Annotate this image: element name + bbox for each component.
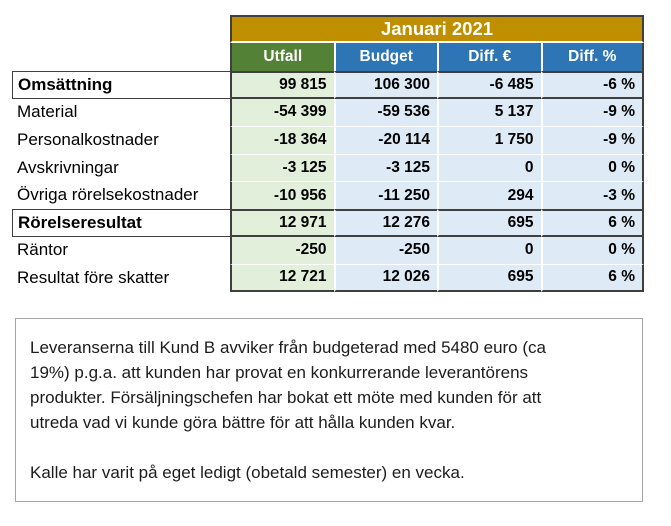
cell-diff-eur: 0: [437, 236, 541, 265]
cell-diff-eur: 5 137: [437, 98, 541, 127]
cell-utfall: -18 364: [230, 126, 334, 154]
row-label: Räntor: [17, 240, 69, 260]
cell-budget: -250: [333, 236, 437, 265]
cell-diff-eur: 294: [437, 181, 541, 209]
comment-box: Leveranserna till Kund B avviker från bu…: [15, 318, 643, 502]
table-row-resultat-fore-skatter: Resultat före skatter 12 721 12 026 695 …: [12, 264, 644, 292]
comment-paragraph-kalle: Kalle har varit på eget ledigt (obetald …: [30, 463, 465, 482]
header-spacer: [12, 43, 230, 71]
cell-diff-eur: 0: [437, 153, 541, 182]
row-label: Rörelseresultat: [12, 208, 230, 237]
column-header-diff-pct: Diff. %: [540, 43, 644, 71]
table-row-personalkostnader: Personalkostnader -18 364 -20 114 1 750 …: [12, 126, 644, 154]
cell-budget: -20 114: [333, 126, 437, 154]
row-label: Avskrivningar: [17, 157, 119, 177]
cell-utfall: -3 125: [230, 153, 334, 182]
cell-utfall: -250: [230, 236, 334, 265]
cell-budget: -11 250: [333, 181, 437, 209]
table-row-material: Material -54 399 -59 536 5 137 -9 %: [12, 98, 644, 127]
cell-utfall: 12 721: [230, 264, 334, 292]
cell-utfall: 99 815: [230, 71, 334, 99]
month-header: Januari 2021: [230, 15, 644, 43]
cell-utfall: -54 399: [230, 98, 334, 127]
cell-diff-pct: 0 %: [540, 236, 644, 265]
table-row-ovriga-rorelsekostnader: Övriga rörelsekostnader -10 956 -11 250 …: [12, 181, 644, 209]
comment-paragraph-deliveries: Leveranserna till Kund B avviker från bu…: [30, 338, 546, 432]
table-row-avskrivningar: Avskrivningar -3 125 -3 125 0 0 %: [12, 153, 644, 182]
table-row-omsattning: Omsättning 99 815 106 300 -6 485 -6 %: [12, 71, 644, 99]
cell-diff-pct: -6 %: [540, 71, 644, 99]
cell-budget: 106 300: [333, 71, 437, 99]
row-label: Material: [17, 102, 78, 122]
row-label: Omsättning: [12, 71, 230, 99]
table-row-rantor: Räntor -250 -250 0 0 %: [12, 236, 644, 265]
cell-diff-pct: -3 %: [540, 181, 644, 209]
cell-diff-eur: 695: [437, 208, 541, 237]
cell-diff-pct: 0 %: [540, 153, 644, 182]
cell-diff-pct: -9 %: [540, 126, 644, 154]
cell-diff-eur: -6 485: [437, 71, 541, 99]
row-label: Övriga rörelsekostnader: [17, 185, 199, 205]
column-header-diff-eur: Diff. €: [437, 43, 541, 71]
cell-diff-eur: 695: [437, 264, 541, 292]
column-header-row: Utfall Budget Diff. € Diff. %: [12, 43, 644, 71]
cell-diff-eur: 1 750: [437, 126, 541, 154]
cell-budget: -3 125: [333, 153, 437, 182]
cell-budget: 12 276: [333, 208, 437, 237]
row-label: Personalkostnader: [17, 129, 159, 149]
cell-utfall: 12 971: [230, 208, 334, 237]
column-header-utfall: Utfall: [230, 43, 334, 71]
cell-diff-pct: -9 %: [540, 98, 644, 127]
column-header-budget: Budget: [333, 43, 437, 71]
cell-diff-pct: 6 %: [540, 264, 644, 292]
month-header-row: Januari 2021: [12, 15, 644, 43]
cell-budget: -59 536: [333, 98, 437, 127]
cell-utfall: -10 956: [230, 181, 334, 209]
cell-diff-pct: 6 %: [540, 208, 644, 237]
table-row-rorelseresultat: Rörelseresultat 12 971 12 276 695 6 %: [12, 208, 644, 237]
financial-variance-table: Januari 2021 Utfall Budget Diff. € Diff.…: [12, 15, 644, 292]
cell-budget: 12 026: [333, 264, 437, 292]
row-label: Resultat före skatter: [17, 267, 170, 287]
header-spacer: [12, 15, 230, 43]
